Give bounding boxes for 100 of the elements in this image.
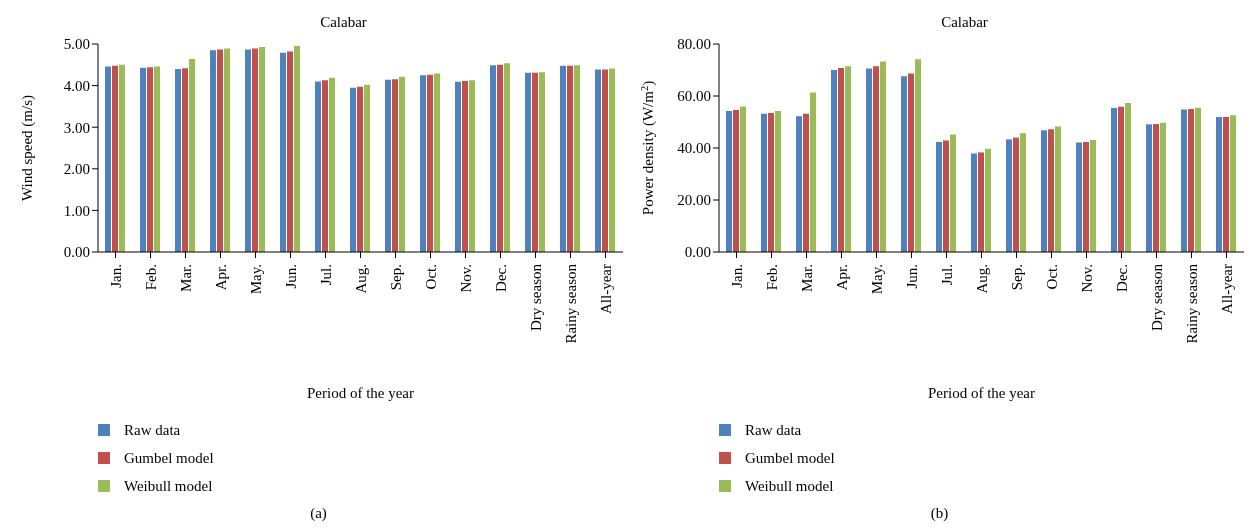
bar <box>105 66 111 252</box>
x-tick-label: Mar. <box>798 264 815 292</box>
x-tick-label: Sep. <box>387 264 404 291</box>
text: (b) <box>929 505 950 522</box>
text: (a) <box>309 505 328 522</box>
bar <box>845 66 851 252</box>
bar <box>761 113 767 252</box>
bar <box>294 46 300 252</box>
bar <box>901 76 907 252</box>
bar <box>609 68 615 252</box>
x-tick-label: Oct. <box>1043 264 1060 290</box>
x-tick-label: May. <box>247 264 264 295</box>
bar <box>602 69 608 252</box>
bar <box>119 64 125 252</box>
bar <box>985 148 991 252</box>
bar <box>560 65 566 252</box>
bar <box>908 73 914 252</box>
bar <box>350 87 356 252</box>
bar <box>1013 137 1019 252</box>
bar <box>287 51 293 252</box>
x-tick-label: Nov. <box>457 264 474 293</box>
bar <box>1195 107 1201 252</box>
bar <box>532 72 538 252</box>
bar <box>1041 130 1047 252</box>
bar <box>357 86 363 252</box>
legend-label: Weibull model <box>124 477 213 495</box>
x-tick-label: Dry season <box>1148 263 1165 332</box>
bar <box>1111 107 1117 252</box>
bar <box>315 81 321 252</box>
chart-title: Calabar <box>319 14 368 31</box>
bar <box>810 92 816 252</box>
bar <box>147 67 153 252</box>
y-tick-label: 1.00 <box>63 202 90 219</box>
bar <box>595 69 601 252</box>
bar <box>796 116 802 252</box>
y-tick-label: 40.00 <box>677 140 711 157</box>
x-tick-label: Aug. <box>352 264 369 294</box>
bar <box>1020 133 1026 252</box>
bar <box>1006 139 1012 252</box>
bar <box>154 66 160 252</box>
bar <box>950 134 956 252</box>
x-tick-label: Feb. <box>763 264 780 291</box>
bar <box>217 49 223 252</box>
bar <box>175 68 181 252</box>
x-tick-label: Rainy season <box>562 263 579 344</box>
y-tick-label: 0.00 <box>63 244 90 261</box>
bar <box>1090 139 1096 252</box>
bar <box>329 77 335 252</box>
bar <box>831 70 837 252</box>
bar <box>140 67 146 252</box>
bar <box>469 80 475 252</box>
bar <box>182 68 188 252</box>
y-tick-label: 2.00 <box>63 161 90 178</box>
x-tick-label: All-year <box>1218 264 1235 314</box>
bar <box>803 113 809 252</box>
x-tick-label: Dec. <box>492 264 509 292</box>
x-tick-label: Sep. <box>1008 264 1025 291</box>
bar <box>574 65 580 252</box>
legend-label: Gumbel model <box>745 449 835 467</box>
bar <box>392 79 398 252</box>
bar <box>740 106 746 252</box>
legend-label: Raw data <box>124 421 181 439</box>
bar <box>936 142 942 252</box>
bar <box>1083 142 1089 252</box>
bar <box>455 81 461 252</box>
y-tick-label: 20.00 <box>677 192 711 209</box>
x-tick-label: Oct. <box>422 264 439 290</box>
bar <box>1076 142 1082 252</box>
bar <box>252 48 258 252</box>
bar <box>1055 126 1061 252</box>
bar <box>1216 117 1222 252</box>
bar <box>245 49 251 252</box>
x-tick-label: Jan. <box>728 264 745 288</box>
bar <box>838 67 844 252</box>
x-tick-label: Jun. <box>282 264 299 289</box>
x-tick-label: Apr. <box>833 264 850 291</box>
bar <box>866 68 872 252</box>
bar <box>873 66 879 252</box>
bar <box>1223 117 1229 252</box>
bar <box>420 75 426 252</box>
x-tick-label: Mar. <box>177 264 194 292</box>
legend-label: Raw data <box>745 421 802 439</box>
bar <box>1230 115 1236 252</box>
bar <box>490 65 496 252</box>
bar <box>1118 106 1124 252</box>
x-tick-label: Jul. <box>317 264 334 286</box>
bar <box>1146 124 1152 252</box>
x-tick-label: Nov. <box>1078 264 1095 293</box>
chart-title: Calabar <box>940 14 989 31</box>
x-tick-label: Dry season <box>527 263 544 332</box>
bar <box>1181 109 1187 252</box>
y-tick-label: 4.00 <box>63 77 90 94</box>
bar <box>880 61 886 252</box>
bar <box>280 52 286 252</box>
x-tick-label: Rainy season <box>1183 263 1200 344</box>
x-axis-title: Period of the year <box>927 385 1036 401</box>
y-tick-label: 3.00 <box>63 119 90 136</box>
bar <box>1188 109 1194 252</box>
x-tick-label: Jan. <box>107 264 124 288</box>
x-axis-title: Period of the year <box>306 385 415 401</box>
